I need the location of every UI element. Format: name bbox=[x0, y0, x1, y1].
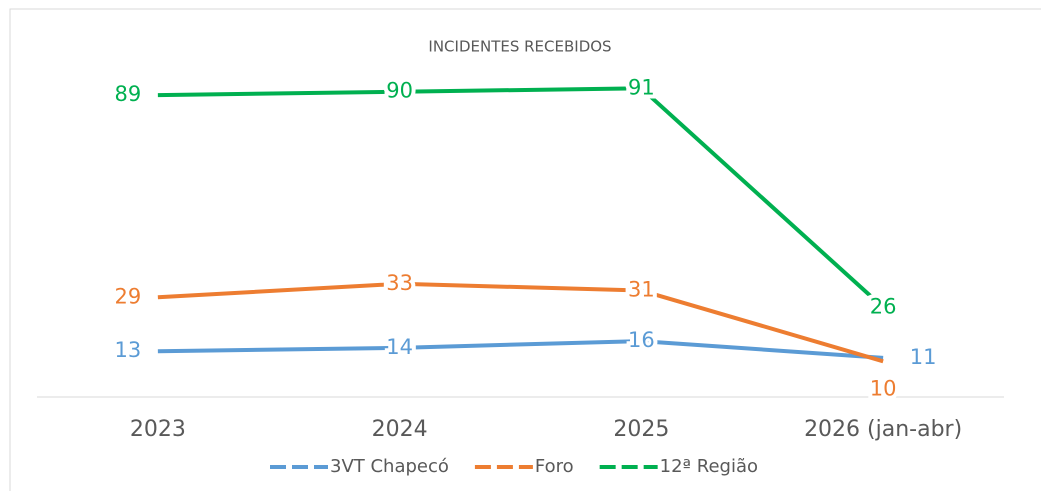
data-label: 91 bbox=[628, 75, 655, 99]
data-label: 14 bbox=[386, 335, 413, 359]
series-line bbox=[157, 86, 885, 309]
data-label: 29 bbox=[115, 284, 142, 308]
x-tick-label: 2024 bbox=[372, 417, 428, 442]
legend-label: 3VT Chapecó bbox=[330, 456, 449, 477]
chart-title: INCIDENTES RECEBIDOS bbox=[428, 38, 611, 56]
data-label: 11 bbox=[910, 345, 937, 369]
x-tick-label: 2026 (jan-abr) bbox=[804, 417, 962, 442]
legend-label: Foro bbox=[535, 456, 574, 477]
x-tick-label: 2025 bbox=[613, 417, 669, 442]
x-tick-label: 2023 bbox=[130, 417, 186, 442]
data-label: 33 bbox=[386, 271, 413, 295]
data-label: 13 bbox=[115, 338, 142, 362]
legend-label: 12ª Região bbox=[660, 456, 758, 477]
data-label: 31 bbox=[628, 278, 655, 302]
data-label: 90 bbox=[386, 79, 413, 103]
data-label: 89 bbox=[115, 82, 142, 106]
data-label: 16 bbox=[628, 328, 655, 352]
data-label: 26 bbox=[870, 294, 897, 318]
series-line bbox=[157, 281, 884, 364]
data-label: 10 bbox=[870, 376, 897, 400]
series-line bbox=[157, 339, 884, 360]
